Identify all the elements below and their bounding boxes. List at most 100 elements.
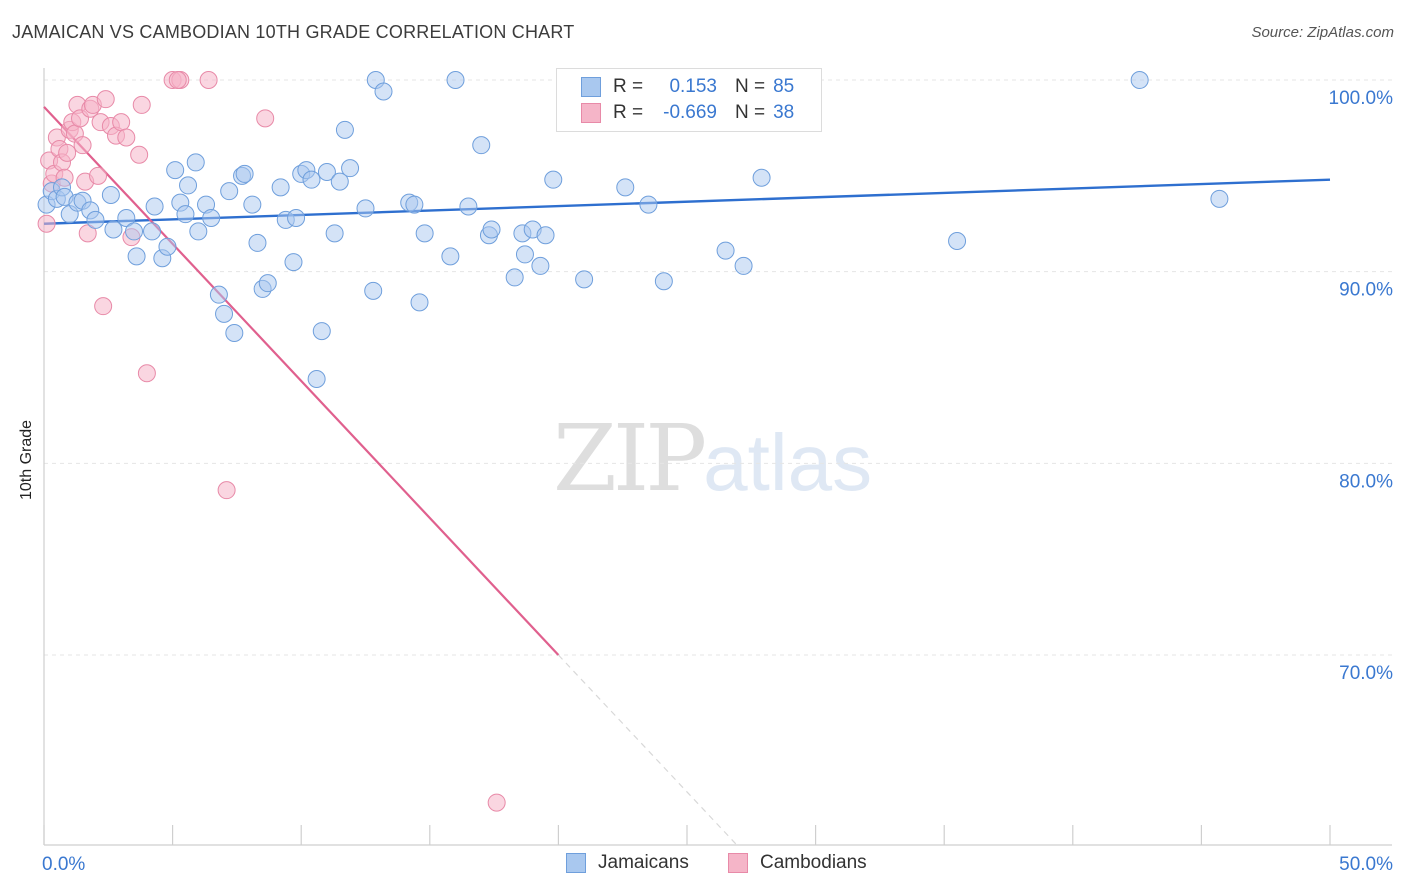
jamaican-point[interactable] — [575, 270, 594, 289]
jamaican-point[interactable] — [176, 205, 195, 224]
stats-legend: R = 0.153 N = 85 R = -0.669 N = 38 — [556, 68, 822, 132]
jamaican-point[interactable] — [258, 274, 277, 293]
y-tick-label: 80.0% — [1339, 471, 1393, 492]
jamaican-point[interactable] — [101, 186, 120, 204]
y-tick-label: 100.0% — [1329, 88, 1394, 109]
jamaican-point[interactable] — [179, 176, 198, 195]
legend-item-cambodians[interactable]: Cambodians — [728, 852, 867, 874]
jamaican-point[interactable] — [189, 222, 208, 241]
jamaican-point[interactable] — [312, 322, 331, 341]
jamaican-point[interactable] — [317, 163, 336, 181]
jamaican-point[interactable] — [117, 209, 136, 227]
jamaican-point[interactable] — [235, 164, 254, 183]
jamaican-point[interactable] — [166, 161, 185, 180]
cambodian-point[interactable] — [132, 95, 151, 114]
jamaican-point[interactable] — [125, 222, 144, 241]
n-value: 38 — [773, 102, 795, 123]
jamaican-point[interactable] — [639, 195, 658, 214]
jamaican-point[interactable] — [752, 168, 771, 187]
jamaican-point[interactable] — [202, 209, 221, 227]
legend-label-jamaicans: Jamaicans — [598, 852, 689, 873]
jamaican-points — [37, 71, 1229, 388]
jamaican-point[interactable] — [374, 82, 393, 101]
jamaican-point[interactable] — [356, 199, 375, 218]
jamaican-point[interactable] — [145, 197, 164, 216]
jamaican-point[interactable] — [127, 247, 146, 266]
n-value: 85 — [773, 76, 795, 97]
jamaican-point[interactable] — [482, 220, 501, 239]
jamaican-point[interactable] — [341, 159, 360, 178]
chart-title: JAMAICAN VS CAMBODIAN 10TH GRADE CORRELA… — [12, 22, 575, 42]
jamaican-point[interactable] — [446, 71, 465, 89]
jamaican-point[interactable] — [86, 210, 105, 229]
jamaican-point[interactable] — [364, 281, 383, 300]
n-label: N = — [735, 76, 766, 97]
jamaican-point[interactable] — [616, 178, 635, 197]
tick-labels: 70.0% 80.0% 90.0% 100.0% 0.0% 50.0% — [42, 88, 1393, 875]
jamaican-point[interactable] — [1210, 189, 1229, 208]
jamaican-point[interactable] — [472, 136, 491, 155]
jamaican-point[interactable] — [948, 232, 967, 250]
n-label: N = — [735, 102, 766, 123]
jamaican-point[interactable] — [186, 153, 205, 172]
jamaican-point[interactable] — [415, 224, 434, 243]
cambodian-point[interactable] — [487, 793, 506, 812]
cambodian-point[interactable] — [168, 71, 187, 89]
cambodian-point[interactable] — [58, 143, 77, 162]
cambodian-point[interactable] — [137, 364, 156, 383]
jamaican-point[interactable] — [209, 285, 228, 304]
jamaican-point[interactable] — [335, 120, 354, 139]
jamaican-point[interactable] — [515, 245, 534, 264]
jamaican-point[interactable] — [284, 253, 303, 272]
jamaican-point[interactable] — [330, 172, 349, 191]
cambodian-point[interactable] — [217, 481, 236, 500]
jamaican-point[interactable] — [505, 268, 524, 287]
jamaican-point[interactable] — [654, 272, 673, 291]
jamaican-point[interactable] — [243, 195, 262, 214]
jamaican-point[interactable] — [325, 224, 344, 243]
x-tick-label: 0.0% — [42, 854, 85, 875]
jamaican-point[interactable] — [307, 370, 326, 388]
jamaican-point[interactable] — [716, 241, 735, 260]
cambodian-point[interactable] — [112, 113, 131, 132]
cambodian-point[interactable] — [130, 145, 149, 164]
jamaican-point[interactable] — [544, 170, 563, 189]
cambodian-points — [37, 71, 506, 812]
cambodian-point[interactable] — [78, 224, 97, 243]
cambodian-swatch — [728, 853, 748, 873]
jamaican-point[interactable] — [248, 233, 267, 252]
jamaican-point[interactable] — [158, 237, 177, 256]
jamaican-swatch — [581, 77, 601, 97]
source-label: Source: ZipAtlas.com — [1251, 24, 1394, 41]
cambodian-point[interactable] — [117, 128, 136, 147]
cambodian-point[interactable] — [73, 136, 92, 155]
jamaican-point[interactable] — [287, 209, 306, 227]
jamaican-point[interactable] — [1130, 71, 1149, 89]
y-axis-title: 10th Grade — [18, 419, 35, 500]
jamaican-point[interactable] — [225, 324, 244, 342]
cambodian-point[interactable] — [256, 109, 275, 128]
jamaican-point[interactable] — [405, 195, 424, 214]
jamaican-point[interactable] — [459, 197, 478, 216]
jamaican-point[interactable] — [104, 220, 123, 239]
jamaican-point[interactable] — [441, 247, 460, 266]
cambodian-swatch — [581, 103, 601, 123]
cambodian-point[interactable] — [94, 297, 113, 316]
jamaican-point[interactable] — [271, 178, 290, 197]
legend-item-jamaicans[interactable]: Jamaicans — [566, 852, 689, 874]
cambodian-point[interactable] — [89, 166, 108, 185]
cambodian-point[interactable] — [96, 90, 115, 109]
jamaican-point[interactable] — [215, 304, 234, 323]
jamaican-point[interactable] — [536, 226, 555, 245]
jamaican-point[interactable] — [410, 293, 429, 312]
r-value: -0.669 — [663, 102, 717, 123]
cambodian-trend-extension — [557, 654, 739, 848]
cambodian-point[interactable] — [199, 71, 218, 89]
cambodian-point[interactable] — [37, 214, 56, 233]
jamaican-point[interactable] — [531, 256, 550, 275]
jamaican-point[interactable] — [220, 182, 239, 201]
jamaican-point[interactable] — [302, 170, 321, 189]
jamaican-point[interactable] — [734, 256, 753, 275]
jamaican-point[interactable] — [143, 222, 162, 241]
